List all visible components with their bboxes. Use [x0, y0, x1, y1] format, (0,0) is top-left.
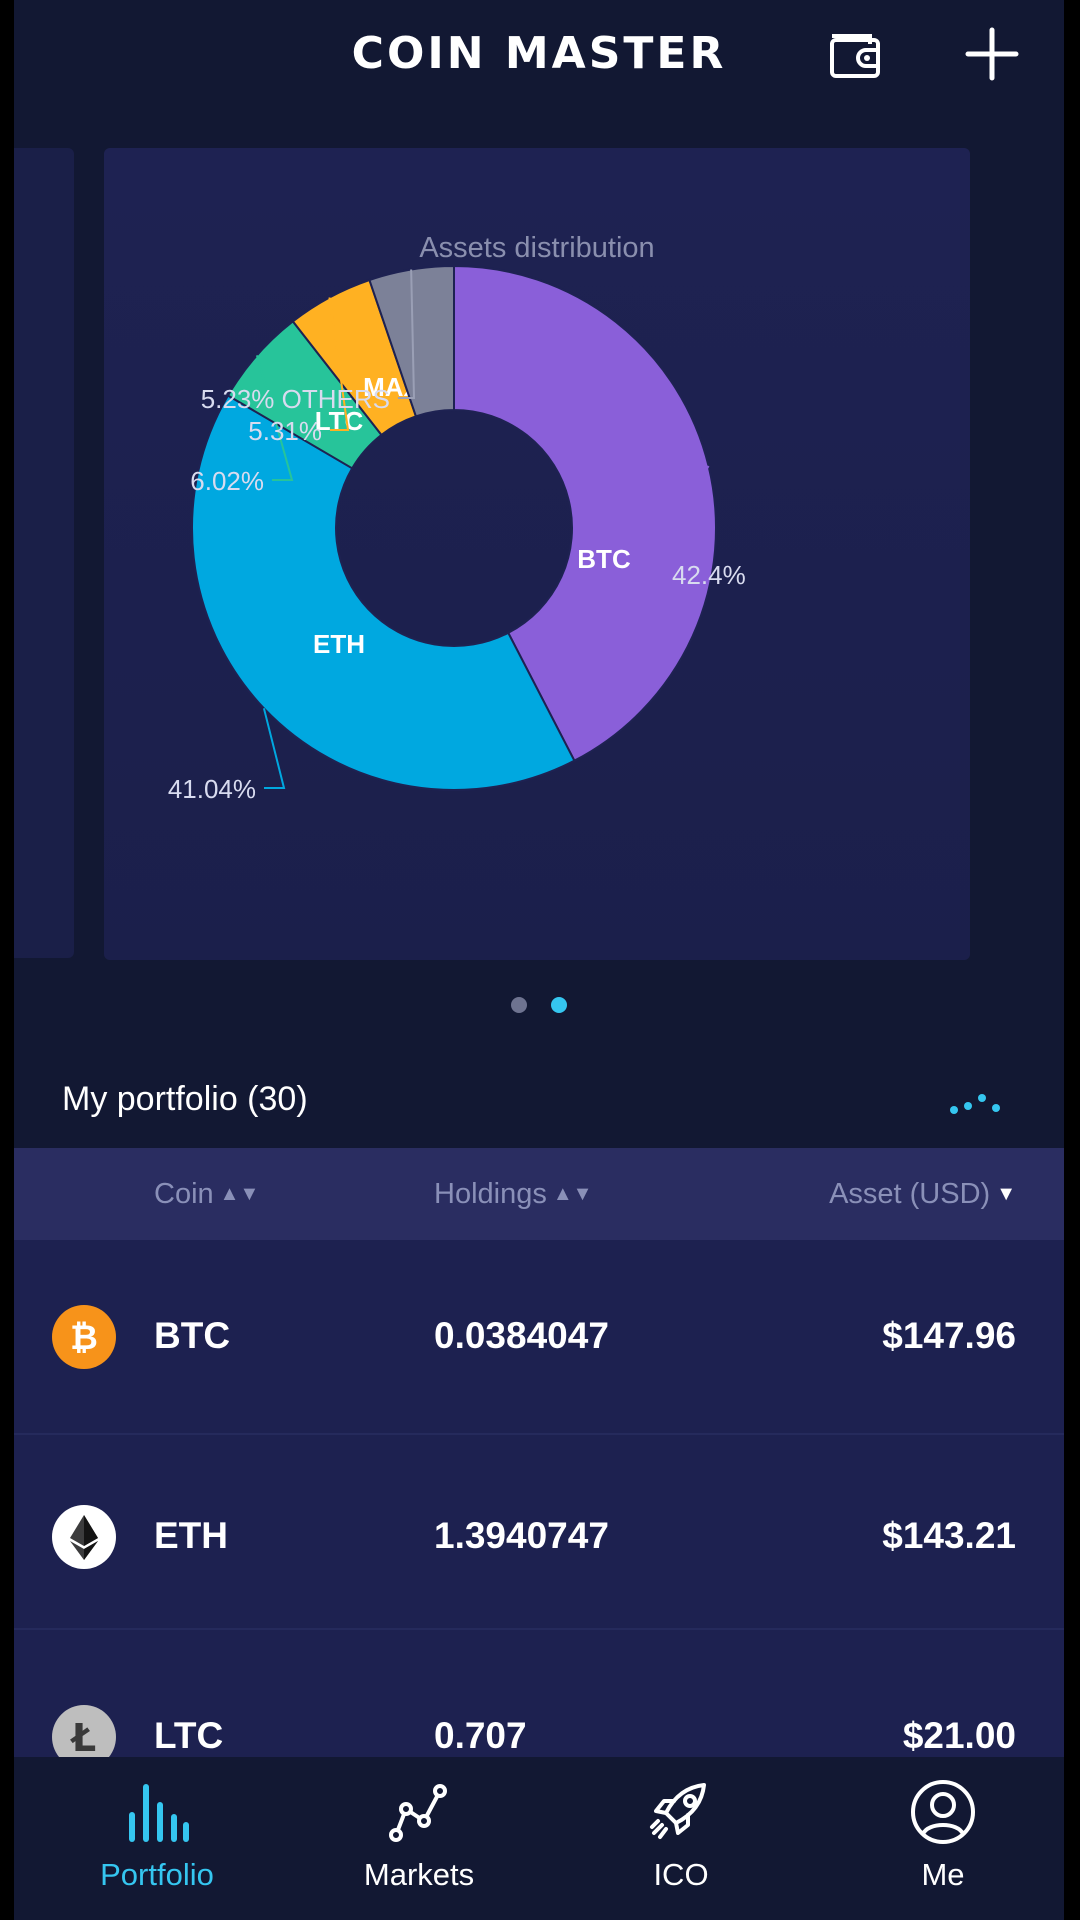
sort-icon: ▲▼: [219, 1183, 260, 1205]
app-screen: COIN MASTER Assets distribution 42.4% BTC…: [14, 0, 1064, 1920]
sort-icon: ▲▼: [552, 1183, 593, 1205]
nav-label: Markets: [363, 1857, 475, 1892]
bottom-navigation: Portfolio Markets ICO: [14, 1757, 1064, 1920]
svg-text:₿: ₿: [70, 1318, 98, 1358]
column-label-asset: Asset (USD): [829, 1178, 991, 1210]
table-row[interactable]: ₿ BTC 0.0384047 $147.96: [14, 1240, 1064, 1435]
column-label-holdings: Holdings: [434, 1178, 547, 1210]
coin-holdings: 1.3940747: [434, 1515, 609, 1556]
coin-name: BTC: [154, 1315, 231, 1356]
coin-asset-value: $147.96: [882, 1315, 1016, 1356]
nav-portfolio[interactable]: Portfolio: [26, 1757, 288, 1920]
coin-asset-value: $143.21: [882, 1515, 1016, 1556]
ethereum-icon: [52, 1505, 116, 1569]
plus-icon: [965, 27, 1019, 81]
slice-label-eth: ETH: [313, 629, 365, 659]
portfolio-header: My portfolio (30): [14, 1042, 1064, 1148]
sort-desc-icon: ▼: [996, 1183, 1016, 1205]
percent-label-others: 5.23% OTHERS: [201, 384, 390, 414]
app-header: COIN MASTER: [14, 0, 1064, 112]
nav-label: ICO: [653, 1857, 709, 1892]
previous-card[interactable]: [14, 148, 74, 958]
add-button[interactable]: [964, 26, 1020, 82]
bitcoin-icon: ₿: [52, 1305, 116, 1369]
line-chart-icon: [389, 1784, 447, 1842]
nav-label: Portfolio: [100, 1857, 214, 1892]
user-icon: [911, 1780, 975, 1844]
percent-label-max: 5.31%: [248, 416, 322, 446]
leader-line-btc: [642, 465, 710, 575]
percent-label-btc: 42.4%: [672, 560, 746, 590]
sort-holdings-column[interactable]: Holdings ▲▼: [434, 1178, 592, 1211]
bar-chart-icon: [129, 1784, 189, 1842]
leader-line-ltc: [255, 355, 294, 481]
page-dot-1[interactable]: [511, 997, 527, 1013]
divider: [14, 1433, 1064, 1435]
sort-coin-column[interactable]: Coin ▲▼: [154, 1178, 259, 1211]
leader-line-others: [398, 269, 416, 399]
carousel-pagination: [14, 997, 1064, 1017]
coin-holdings: 0.0384047: [434, 1315, 609, 1356]
wallet-icon[interactable]: [826, 26, 886, 82]
leader-line-eth: [262, 708, 286, 789]
sort-asset-column[interactable]: Asset (USD) ▼: [829, 1178, 1016, 1211]
rocket-icon: [650, 1783, 706, 1839]
coin-asset-value: $21.00: [902, 1715, 1016, 1756]
coin-holdings: 0.707: [434, 1715, 527, 1756]
leader-line-max: [328, 297, 350, 431]
nav-markets[interactable]: Markets: [288, 1757, 550, 1920]
page-dot-2[interactable]: [551, 997, 567, 1013]
nav-ico[interactable]: ICO: [550, 1757, 812, 1920]
slice-eth[interactable]: [191, 394, 576, 791]
divider: [14, 1628, 1064, 1630]
percent-label-ltc: 6.02%: [190, 466, 264, 496]
slice-others[interactable]: [368, 264, 455, 418]
assets-distribution-card: Assets distribution 42.4% BTC 41.04% ETH 6.0…: [104, 148, 970, 960]
portfolio-title: My portfolio (30): [62, 1080, 308, 1118]
chart-carousel[interactable]: Assets distribution 42.4% BTC 41.04% ETH 6.0…: [14, 112, 1064, 1042]
table-row[interactable]: ETH 1.3940747 $143.21: [14, 1435, 1064, 1630]
portfolio-table: ₿ BTC 0.0384047 $147.96 ETH 1.3940747 $1…: [14, 1240, 1064, 1769]
nav-me[interactable]: Me: [812, 1757, 1064, 1920]
app-title: COIN MASTER: [351, 28, 727, 79]
percent-label-eth: 41.04%: [168, 774, 256, 804]
table-header: Coin ▲▼ Holdings ▲▼ Asset (USD) ▼: [14, 1148, 1064, 1240]
chart-title: Assets distribution: [419, 232, 655, 264]
column-label-coin: Coin: [154, 1178, 214, 1210]
nav-label: Me: [921, 1857, 965, 1892]
slice-btc[interactable]: [453, 264, 717, 763]
coin-name: ETH: [154, 1515, 228, 1556]
slice-label-btc: BTC: [577, 544, 631, 574]
more-dots-icon[interactable]: [946, 1090, 1006, 1120]
svg-text:Ł: Ł: [70, 1716, 96, 1760]
coin-name: LTC: [154, 1715, 224, 1756]
